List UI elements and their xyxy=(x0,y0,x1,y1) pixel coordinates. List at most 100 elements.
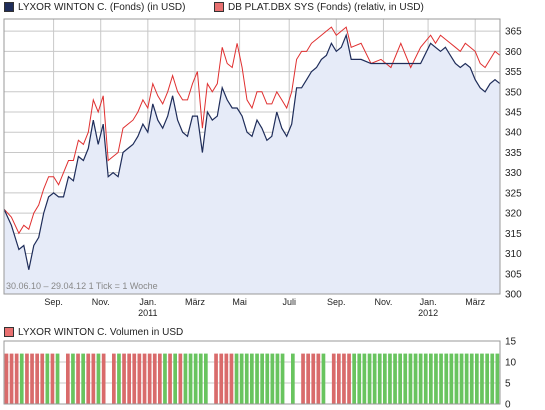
volume-bar xyxy=(347,353,351,404)
volume-bar xyxy=(413,353,418,404)
volume-bar xyxy=(439,353,443,404)
volume-bar xyxy=(398,353,402,404)
volume-bar xyxy=(45,353,50,404)
volume-y-tick-label: 0 xyxy=(505,400,511,410)
volume-bar xyxy=(127,353,131,404)
volume-bar xyxy=(367,353,372,404)
volume-bar xyxy=(403,353,408,404)
y-tick-label: 355 xyxy=(505,67,522,78)
volume-bar xyxy=(168,353,172,404)
volume-bar xyxy=(163,353,167,404)
y-tick-label: 315 xyxy=(505,229,522,240)
volume-bar xyxy=(101,353,106,404)
volume-bar xyxy=(158,353,162,404)
series2-line xyxy=(3,26,501,235)
volume-bar xyxy=(198,353,203,404)
legend-series2: DB PLAT.DBX SYS (Fonds) (relativ, in USD… xyxy=(214,0,424,14)
volume-bar xyxy=(30,353,34,404)
volume-bar xyxy=(112,353,116,404)
y-tick-label: 365 xyxy=(505,27,522,38)
volume-swatch xyxy=(4,327,14,337)
volume-bar xyxy=(388,353,392,404)
volume-bar xyxy=(96,353,101,404)
volume-bar xyxy=(357,353,362,404)
volume-bar xyxy=(117,353,121,404)
volume-bar xyxy=(234,353,239,404)
series1-area xyxy=(4,35,500,294)
volume-bar xyxy=(418,353,423,404)
volume-bar xyxy=(423,353,428,404)
volume-bar xyxy=(183,353,188,404)
volume-bar xyxy=(250,353,254,404)
volume-bar xyxy=(337,353,341,404)
volume-bar xyxy=(291,353,295,404)
volume-plot-frame xyxy=(3,340,501,405)
volume-bar xyxy=(316,353,321,404)
volume-bar xyxy=(311,353,316,404)
volume-bar xyxy=(91,353,96,404)
volume-bar xyxy=(444,353,449,404)
x-tick-label: Jan. xyxy=(139,297,156,307)
y-tick-label: 335 xyxy=(505,148,522,159)
volume-bar xyxy=(280,353,285,404)
volume-bar xyxy=(495,353,500,404)
volume-bar xyxy=(55,353,60,404)
x-tick-label: Mai xyxy=(232,297,247,307)
y-tick-label: 350 xyxy=(505,87,522,98)
volume-bar xyxy=(260,353,264,404)
volume-bar xyxy=(244,353,249,404)
volume-bar xyxy=(306,353,310,404)
volume-bar xyxy=(188,353,193,404)
y-tick-label: 325 xyxy=(505,188,522,199)
x-tick-label: Jan. xyxy=(420,297,437,307)
volume-bar xyxy=(408,353,413,404)
legend-series2-label: DB PLAT.DBX SYS (Fonds) (relativ, in USD… xyxy=(228,1,424,13)
volume-bar xyxy=(4,353,9,404)
x-tick-label: Juli xyxy=(282,297,296,307)
volume-bar xyxy=(383,353,387,404)
volume-bar xyxy=(122,353,126,404)
y-tick-label: 345 xyxy=(505,108,522,119)
volume-bar xyxy=(459,353,464,404)
volume-bar xyxy=(490,353,495,404)
y-tick-label: 340 xyxy=(505,128,522,139)
legend-volume-label: LYXOR WINTON C. Volumen in USD xyxy=(18,326,184,338)
volume-bar xyxy=(265,353,270,404)
volume-bar xyxy=(331,353,336,404)
volume-bar xyxy=(321,353,326,404)
volume-bar xyxy=(132,353,137,404)
series1-swatch xyxy=(4,2,14,12)
volume-bar xyxy=(81,353,85,404)
volume-bar xyxy=(480,353,484,404)
volume-bar xyxy=(362,353,367,404)
volume-bar xyxy=(429,353,433,404)
series1-line xyxy=(3,33,501,270)
y-tick-label: 300 xyxy=(505,290,522,301)
chart-note: 30.06.10 – 29.04.12 1 Tick = 1 Woche xyxy=(6,281,158,291)
volume-bar xyxy=(9,353,14,404)
volume-bar xyxy=(239,353,244,404)
volume-bar xyxy=(173,353,177,404)
x-year-label: 2012 xyxy=(418,308,438,318)
volume-bar xyxy=(86,353,91,404)
volume-bar xyxy=(76,353,80,404)
volume-bar xyxy=(352,353,356,404)
x-year-label: 2011 xyxy=(138,308,157,318)
volume-bar xyxy=(147,353,152,404)
volume-bar xyxy=(19,353,24,404)
volume-bar xyxy=(342,353,346,404)
legend-series1: LYXOR WINTON C. (Fonds) (in USD) xyxy=(4,0,185,14)
volume-bar xyxy=(25,353,29,404)
volume-bar xyxy=(449,353,454,404)
x-tick-label: Nov. xyxy=(92,297,110,307)
volume-bar xyxy=(204,353,208,404)
main-plot-frame xyxy=(3,18,501,295)
volume-bar xyxy=(50,353,55,404)
volume-bar xyxy=(275,353,280,404)
volume-bar xyxy=(393,353,397,404)
y-axis: 300 305 310 315 320 325 330 335 340 345 350 355 360 3… xyxy=(505,27,522,301)
volume-bar xyxy=(137,353,142,404)
volume-y-axis: 0 5 10 15 xyxy=(505,337,517,410)
volume-bar xyxy=(469,353,474,404)
volume-bar xyxy=(485,353,489,404)
